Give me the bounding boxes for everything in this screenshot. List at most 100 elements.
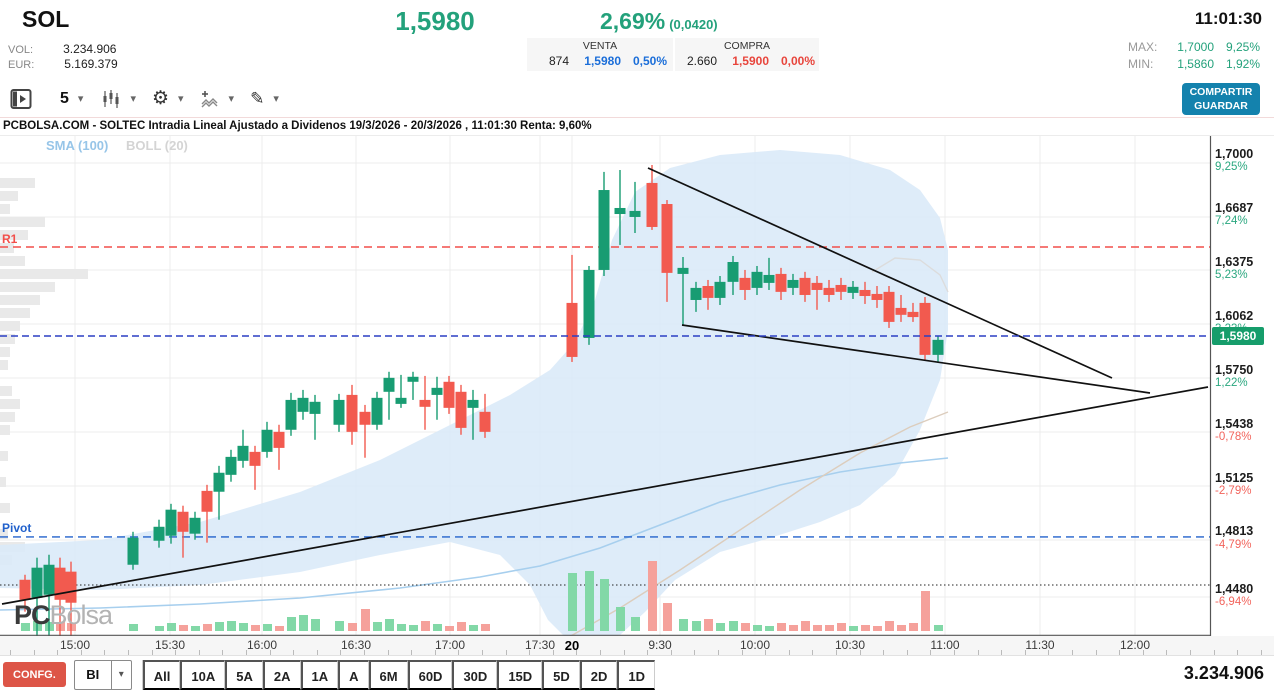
share-save-button[interactable]: COMPARTIR GUARDAR [1182,83,1260,115]
axis-minor-tick [434,650,436,655]
chart-area[interactable]: SMA (100) BOLL (20) R1 Pivot PCBolsa [0,136,1212,636]
time-axis-label: 11:00 [930,638,960,652]
gear-icon: ⚙ [151,88,170,109]
period-button-10a[interactable]: 10A [180,659,226,690]
total-volume: 3.234.906 [1183,663,1264,683]
volume-profile [0,178,88,565]
venta-price: 1,5980 [584,54,621,68]
axis-minor-tick [552,650,554,655]
draw-tools-selector[interactable]: ✎ ▾ [250,90,279,107]
axis-minor-tick [1001,650,1003,655]
axis-minor-tick [977,650,979,655]
axis-minor-tick [694,650,696,655]
add-indicator-icon [200,90,220,108]
chevron-down-icon: ▾ [130,93,136,105]
chart-titlebar: PCBOLSA.COM - SOLTEC Intradia Lineal Aju… [0,118,1274,136]
chart-type-selector[interactable]: ▾ [101,89,136,109]
axis-minor-tick [458,650,460,655]
chart-title: PCBOLSA.COM - SOLTEC Intradia Lineal Aju… [3,120,592,132]
time-axis-label: 17:30 [524,638,556,652]
price-axis[interactable]: 1,5980 1,7000 9,25% 1,6687 7,24% 1,6375 5,23%… [1210,136,1274,636]
period-button-30d[interactable]: 30D [452,659,498,690]
period-button-1a[interactable]: 1A [300,659,339,690]
price-axis-tick: 1,5125 -2,79% [1215,470,1254,497]
period-button-60d[interactable]: 60D [407,659,453,690]
axis-minor-tick [80,650,82,655]
axis-minor-tick [741,650,743,655]
change: 2,69% (0,0420) [600,8,780,35]
axis-minor-tick [269,650,271,655]
watermark-pc: PC [14,600,51,630]
axis-minor-tick [411,650,413,655]
candlestick-icon [101,89,121,109]
price-axis-tick: 1,6687 7,24% [1215,201,1254,228]
time-axis-label: 11:30 [1025,638,1055,652]
axis-minor-tick [883,650,885,655]
axis-minor-tick [718,650,719,655]
add-indicator-selector[interactable]: ▾ [200,90,235,108]
price-chart[interactable] [0,136,1212,636]
period-button-2a[interactable]: 2A [262,659,301,690]
axis-minor-tick [482,650,483,655]
pcbolsa-watermark: PCBolsa [14,600,114,631]
price-axis-tick: 1,5750 1,22% [1215,362,1254,389]
min-value: 1,5860 [1177,57,1214,71]
time-axis-label: 12:00 [1119,638,1151,652]
axis-minor-tick [505,650,507,655]
change-abs: (0,0420) [669,17,718,32]
axis-minor-tick [670,650,672,655]
period-button-5d[interactable]: 5D [542,659,580,690]
period-button-all[interactable]: All [142,659,181,690]
eur-row: EUR: 5.169.379 [8,57,134,71]
time-axis[interactable]: 15:00 15:30 16:00 16:30 17:00 17:30 20 9:30 10:0… [0,636,1274,656]
price-axis-tick: 1,4480 -6,94% [1215,581,1254,609]
axis-minor-tick [836,650,837,655]
change-pct: 2,69% [600,8,666,34]
price-axis-tick: 1,4813 -4,79% [1215,524,1254,551]
header: SOL VOL: 3.234.906 EUR: 5.169.379 1,5980 2… [0,0,1274,80]
period-button-1d[interactable]: 1D [617,659,656,690]
axis-minor-tick [1119,650,1121,655]
axis-minor-tick [198,650,200,655]
vol-label: VOL: [8,44,34,56]
period-button-6m[interactable]: 6M [368,659,408,690]
price-axis-tick: 1,6375 5,23% [1215,254,1254,281]
time-axis-label: 20 [564,638,580,653]
axis-minor-tick [33,650,35,655]
axis-minor-tick [1166,650,1168,655]
order-book: VENTA 874 1,5980 0,50% COMPRA 2.660 1,59… [527,38,819,71]
volume-row: VOL: 3.234.906 [8,42,133,56]
period-button-5a[interactable]: 5A [225,659,263,690]
max-label: MAX: [1128,40,1158,54]
chart-legend: SMA (100) BOLL (20) [46,138,188,153]
chevron-down-icon: ▾ [110,660,131,689]
axis-minor-tick [1095,650,1097,655]
axis-minor-tick [128,650,129,655]
chevron-down-icon: ▾ [228,93,235,105]
period-button-a[interactable]: A [338,659,369,690]
compra-label: COMPRA [723,40,771,52]
panel-toggle-button[interactable] [10,88,32,110]
legend-sma[interactable]: SMA (100) [46,138,109,153]
axis-minor-tick [316,650,318,655]
pencil-icon: ✎ [250,89,265,108]
time-axis-label: 16:30 [340,638,372,652]
chevron-down-icon: ▾ [178,93,184,105]
period-button-2d[interactable]: 2D [579,659,618,690]
clock: 11:01:30 [1194,9,1262,28]
legend-boll[interactable]: BOLL (20) [126,138,188,153]
period-button-15d[interactable]: 15D [497,659,543,690]
axis-minor-tick [812,650,814,655]
bi-value: BI [86,666,100,682]
compra-price: 1,5900 [732,54,769,68]
axis-minor-tick [576,650,578,655]
bi-selector[interactable]: BI ▾ [73,659,132,690]
settings-selector[interactable]: ⚙ ▾ [152,89,184,108]
axis-minor-tick [906,650,908,655]
watermark-bolsa: Bolsa [49,600,114,630]
axis-minor-tick [175,650,177,655]
price-axis-tick: 1,5438 -0,78% [1215,416,1254,443]
confg-button[interactable]: CONFG. [3,662,66,687]
interval-selector[interactable]: 5 ▾ [42,90,83,108]
